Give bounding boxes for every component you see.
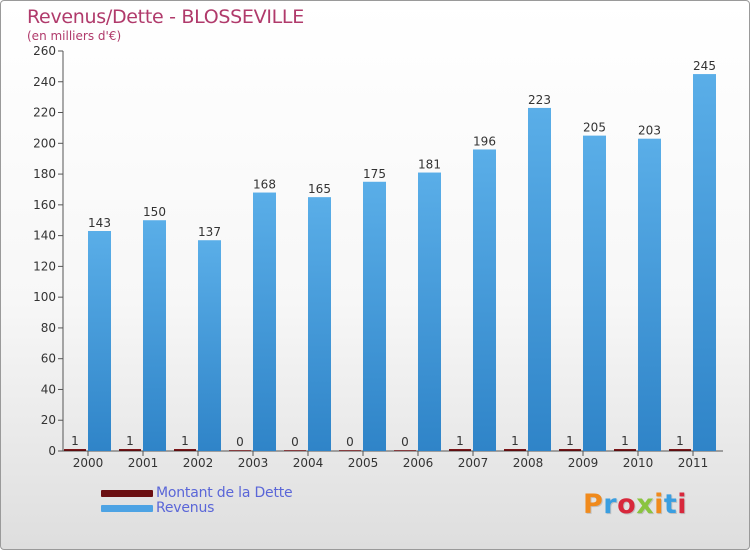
revenue-bar bbox=[693, 74, 716, 452]
debt-bar bbox=[174, 449, 196, 451]
debt-bar bbox=[449, 449, 471, 451]
legend-swatch-revenue bbox=[101, 505, 153, 512]
revenue-value-label: 196 bbox=[473, 134, 496, 148]
x-tick-label: 2007 bbox=[458, 456, 489, 470]
y-tick-label: 260 bbox=[33, 44, 56, 58]
debt-value-label: 1 bbox=[126, 434, 134, 448]
debt-bar bbox=[64, 449, 86, 451]
debt-value-label: 0 bbox=[291, 435, 299, 449]
x-tick-label: 2006 bbox=[403, 456, 434, 470]
debt-bar bbox=[504, 449, 526, 451]
y-tick-label: 0 bbox=[48, 444, 56, 458]
debt-bar bbox=[339, 450, 361, 451]
revenue-bar bbox=[363, 181, 386, 451]
logo-letter: P bbox=[583, 489, 604, 520]
revenue-bar bbox=[528, 107, 551, 451]
debt-value-label: 1 bbox=[456, 434, 464, 448]
debt-value-label: 1 bbox=[676, 434, 684, 448]
logo-letter: i bbox=[677, 489, 688, 520]
y-tick-label: 180 bbox=[33, 167, 56, 181]
x-tick-label: 2003 bbox=[238, 456, 269, 470]
y-tick-label: 60 bbox=[41, 352, 56, 366]
revenue-value-label: 137 bbox=[198, 225, 221, 239]
logo-letter: t bbox=[663, 489, 678, 520]
y-tick-label: 200 bbox=[33, 136, 56, 150]
revenue-bar bbox=[88, 231, 111, 451]
x-tick-label: 2001 bbox=[128, 456, 159, 470]
y-tick-label: 160 bbox=[33, 198, 56, 212]
revenue-bar bbox=[583, 135, 606, 451]
revenue-bar bbox=[418, 172, 441, 452]
chart-subtitle: (en milliers d'€) bbox=[27, 29, 122, 43]
debt-value-label: 1 bbox=[621, 434, 629, 448]
revenue-bar bbox=[638, 138, 661, 451]
y-tick-label: 120 bbox=[33, 259, 56, 273]
proxiti-logo: Proxiti bbox=[583, 489, 687, 520]
y-tick-label: 20 bbox=[41, 413, 56, 427]
debt-value-label: 1 bbox=[566, 434, 574, 448]
logo-letter: i bbox=[654, 489, 664, 520]
legend-label-debt: Montant de la Dette bbox=[156, 485, 293, 501]
debt-bar bbox=[284, 450, 306, 451]
y-tick-label: 240 bbox=[33, 75, 56, 89]
debt-bar bbox=[614, 449, 636, 451]
logo-letter: r bbox=[603, 489, 618, 520]
debt-value-label: 0 bbox=[401, 435, 409, 449]
debt-value-label: 0 bbox=[236, 435, 244, 449]
debt-bar bbox=[669, 449, 691, 451]
debt-value-label: 1 bbox=[511, 434, 519, 448]
x-tick-label: 2002 bbox=[183, 456, 214, 470]
logo-letter: x bbox=[636, 489, 655, 520]
debt-value-label: 1 bbox=[181, 434, 189, 448]
x-tick-label: 2011 bbox=[678, 456, 709, 470]
logo-letter: o bbox=[617, 489, 637, 520]
debt-bar bbox=[229, 450, 251, 451]
x-tick-label: 2010 bbox=[623, 456, 654, 470]
revenue-bar bbox=[198, 240, 221, 451]
y-tick-label: 80 bbox=[41, 321, 56, 335]
y-tick-label: 40 bbox=[41, 382, 56, 396]
x-tick-label: 2009 bbox=[568, 456, 599, 470]
revenue-value-label: 223 bbox=[528, 93, 551, 107]
x-tick-label: 2005 bbox=[348, 456, 379, 470]
x-tick-label: 2004 bbox=[293, 456, 324, 470]
revenue-value-label: 181 bbox=[418, 158, 441, 172]
revenue-value-label: 150 bbox=[143, 205, 166, 219]
revenue-value-label: 168 bbox=[253, 178, 276, 192]
revenue-value-label: 175 bbox=[363, 167, 386, 181]
x-tick-label: 2008 bbox=[513, 456, 544, 470]
debt-bar bbox=[119, 449, 141, 451]
legend-swatch-debt bbox=[101, 490, 153, 497]
legend-label-revenue: Revenus bbox=[156, 500, 215, 516]
debt-bar bbox=[394, 450, 416, 451]
revenue-value-label: 203 bbox=[638, 124, 661, 138]
debt-value-label: 0 bbox=[346, 435, 354, 449]
debt-value-label: 1 bbox=[71, 434, 79, 448]
revenue-value-label: 205 bbox=[583, 121, 606, 135]
y-tick-label: 140 bbox=[33, 229, 56, 243]
chart-title: Revenus/Dette - BLOSSEVILLE bbox=[27, 6, 304, 28]
revenue-value-label: 165 bbox=[308, 182, 331, 196]
revenue-value-label: 245 bbox=[693, 59, 716, 73]
revenue-bar bbox=[143, 220, 166, 451]
revenue-value-label: 143 bbox=[88, 216, 111, 230]
revenue-bar bbox=[473, 149, 496, 451]
y-tick-label: 100 bbox=[33, 290, 56, 304]
y-tick-label: 220 bbox=[33, 106, 56, 120]
revenue-bar bbox=[253, 192, 276, 452]
x-tick-label: 2000 bbox=[73, 456, 104, 470]
debt-bar bbox=[559, 449, 581, 451]
revenue-bar bbox=[308, 197, 331, 451]
